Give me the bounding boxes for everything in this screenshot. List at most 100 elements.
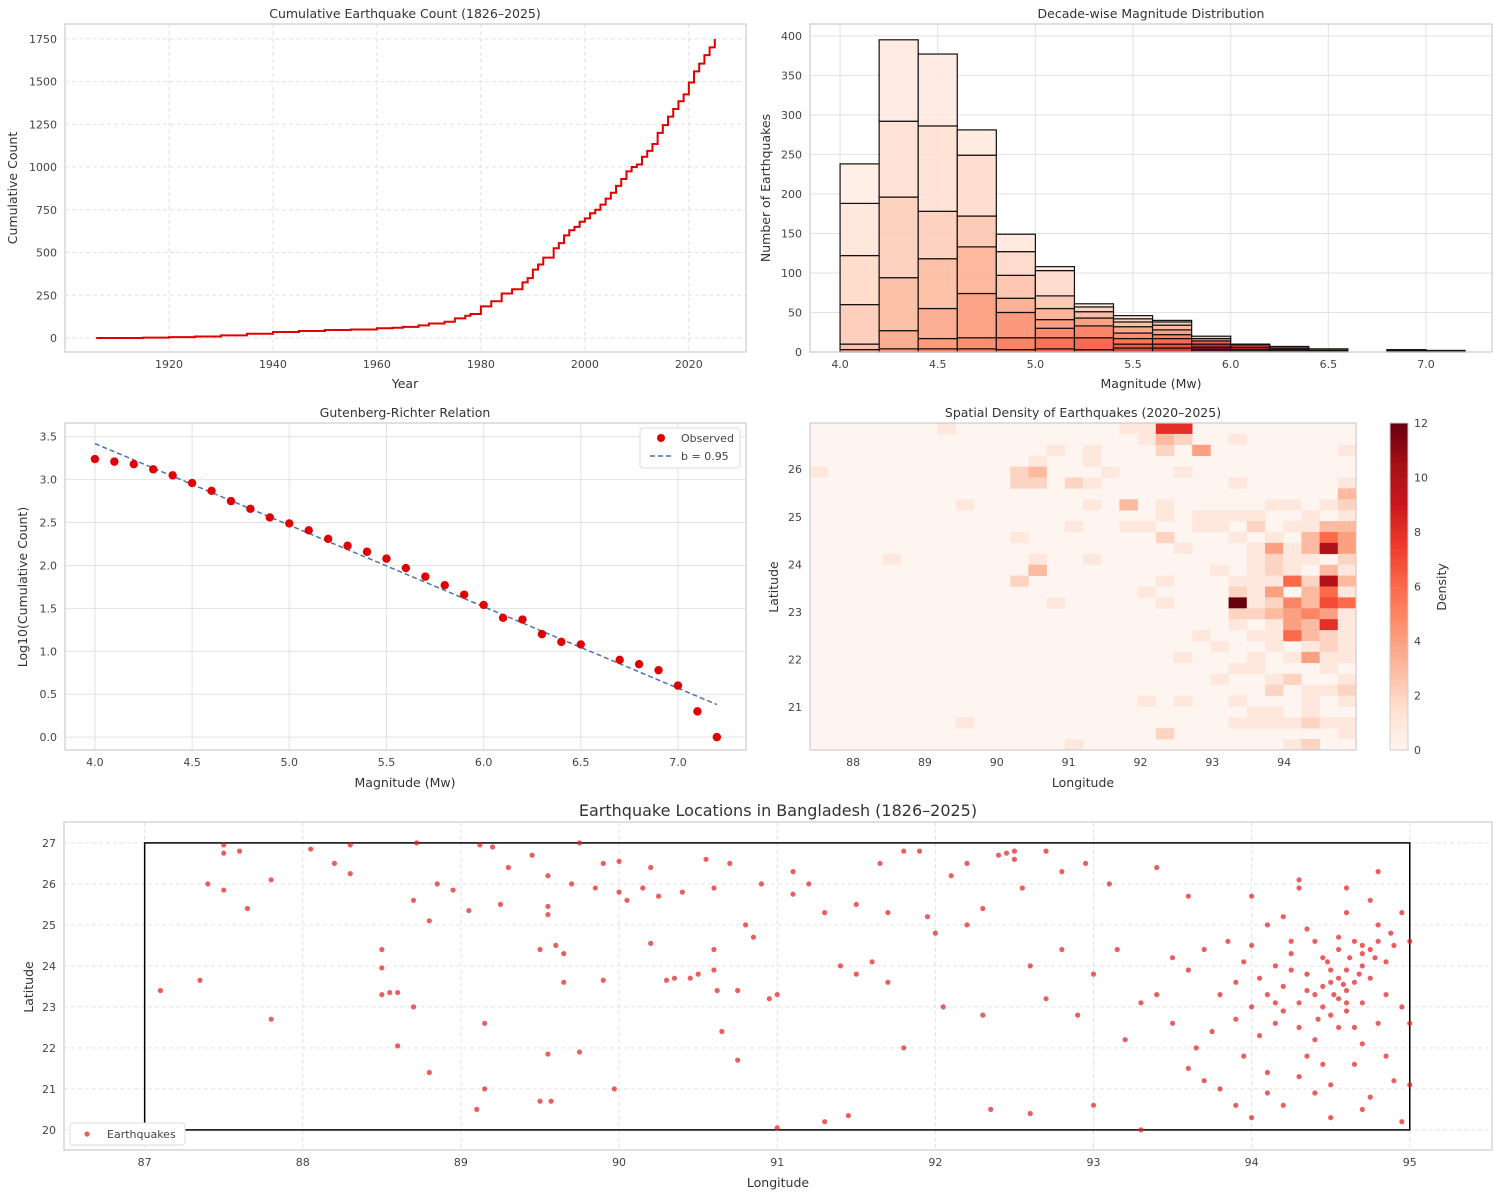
- earthquake-point: [742, 922, 749, 928]
- heatmap-cell: [1337, 444, 1357, 456]
- colorbar-segment: [1390, 695, 1408, 702]
- heatmap-cell: [1319, 499, 1339, 511]
- observed-point: [226, 496, 236, 506]
- heatmap-cell: [1301, 619, 1320, 631]
- earthquake-point: [1331, 992, 1337, 998]
- heatmap-cell: [1337, 499, 1357, 511]
- heatmap-cell: [1192, 630, 1211, 642]
- earthquake-point: [545, 1051, 551, 1057]
- y-tick-label: 24: [42, 960, 56, 973]
- colorbar-segment: [1390, 619, 1408, 626]
- heatmap-cell: [1155, 597, 1175, 609]
- y-tick-label: 0: [50, 332, 57, 345]
- colorbar-segment: [1390, 564, 1408, 571]
- earthquake-point: [711, 885, 717, 891]
- earthquake-point: [877, 860, 883, 867]
- heatmap-cell: [1155, 575, 1175, 587]
- x-tick-label: 91: [1062, 756, 1076, 769]
- earthquake-point: [1383, 1053, 1389, 1059]
- earthquake-point: [790, 869, 796, 875]
- earthquake-point: [1359, 951, 1365, 957]
- heatmap-cell: [1337, 630, 1357, 642]
- histogram-bar-segment: [1073, 317, 1115, 327]
- earthquake-point: [1264, 1090, 1271, 1096]
- heatmap-cell: [1337, 553, 1357, 565]
- colorbar-segment: [1390, 439, 1408, 446]
- earthquake-point: [663, 977, 670, 983]
- earthquake-point: [1367, 1094, 1373, 1100]
- earthquake-point: [1340, 981, 1346, 987]
- earthquake-point: [1241, 1053, 1247, 1059]
- heatmap-cell: [1265, 597, 1284, 609]
- earthquake-point: [1201, 1078, 1207, 1084]
- x-tick-label: 6.5: [572, 756, 590, 769]
- colorbar-tick-label: 6: [1414, 581, 1421, 594]
- earthquake-point: [1304, 987, 1310, 994]
- earthquake-point: [1320, 955, 1326, 961]
- legend-label-observed: Observed: [681, 432, 734, 445]
- histogram-bar-segment: [956, 154, 997, 217]
- heatmap-cell: [1265, 641, 1284, 653]
- colorbar: 0 2 4 6 8 10 12: [1389, 417, 1428, 757]
- earthquake-point: [529, 852, 535, 858]
- heatmap-cell: [1265, 575, 1284, 587]
- heatmap-cell: [1246, 662, 1266, 674]
- earthquake-point: [576, 1049, 583, 1055]
- earthquake-point: [1399, 1119, 1405, 1125]
- earthquake-point: [1256, 975, 1263, 981]
- heatmap-cell: [1119, 521, 1138, 533]
- colorbar-segment: [1390, 722, 1408, 729]
- observed-point: [401, 563, 411, 573]
- heatmap-cell: [1337, 488, 1357, 500]
- heatmap-cell: [1210, 564, 1229, 576]
- earthquake-point: [197, 977, 203, 983]
- colorbar-tick-label: 2: [1414, 690, 1421, 703]
- earthquake-point: [1407, 1082, 1413, 1088]
- legend-box: [69, 1122, 186, 1146]
- y-tick-label: 24: [788, 558, 802, 571]
- earthquake-point: [1328, 967, 1334, 973]
- colorbar-segment: [1390, 635, 1408, 642]
- legend: Observed b = 0.95: [639, 427, 741, 469]
- colorbar-segment: [1390, 482, 1408, 489]
- histogram-bar-segment: [839, 303, 880, 345]
- histogram-bar-segment: [1112, 337, 1154, 345]
- earthquake-point: [735, 987, 741, 994]
- earthquake-point: [379, 965, 385, 971]
- histogram-bar-segment: [917, 125, 958, 212]
- colorbar-segment: [1390, 586, 1408, 593]
- earthquake-point: [1359, 1000, 1365, 1006]
- histogram-bar-segment: [917, 258, 958, 310]
- y-tick-label: 0: [795, 346, 802, 359]
- heatmap-cell: [1337, 542, 1357, 555]
- x-tick-label: 89: [918, 756, 932, 769]
- earthquake-point: [996, 852, 1002, 858]
- earthquake-point: [1090, 971, 1097, 977]
- earthquake-point: [656, 893, 662, 899]
- colorbar-segment: [1390, 504, 1408, 511]
- chart-title: Earthquake Locations in Bangladesh (1826…: [579, 801, 977, 820]
- earthquake-point: [1336, 975, 1342, 981]
- colorbar-segment: [1390, 466, 1408, 473]
- heatmap-cell: [1301, 542, 1320, 555]
- earthquake-point: [1272, 963, 1278, 969]
- earthquake-point: [988, 1106, 994, 1113]
- colorbar-segment: [1390, 657, 1408, 664]
- earthquake-point: [1336, 996, 1342, 1002]
- colorbar-segment: [1390, 423, 1408, 429]
- heatmap-cell: [1319, 575, 1339, 587]
- earthquake-point: [1320, 983, 1326, 990]
- x-tick-label: 95: [1403, 1156, 1417, 1169]
- legend-label-fit: b = 0.95: [681, 450, 729, 463]
- heatmap-cell: [1010, 575, 1029, 587]
- heatmap-cell: [1265, 608, 1284, 620]
- earthquake-point: [1249, 893, 1255, 899]
- observed-point: [285, 519, 294, 528]
- earthquake-point: [545, 903, 551, 910]
- histogram-bar-segment: [1034, 337, 1076, 350]
- legend-label: Earthquakes: [107, 1128, 176, 1141]
- x-tick-label: 2000: [571, 358, 599, 371]
- x-axis-label: Longitude: [747, 1175, 809, 1190]
- earthquake-point: [1375, 922, 1381, 928]
